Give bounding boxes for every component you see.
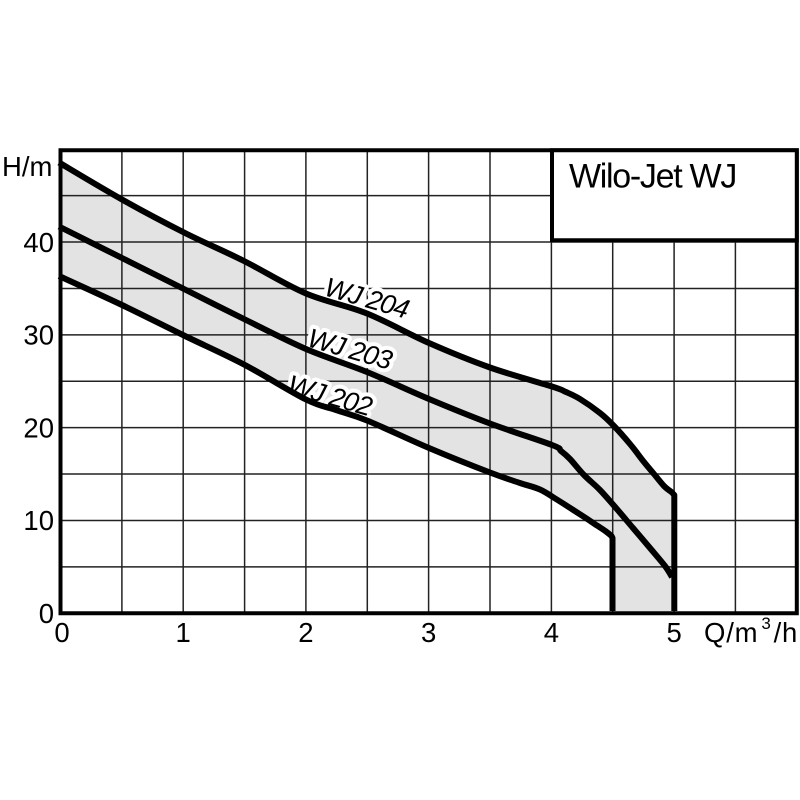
- svg-text:0: 0: [39, 598, 54, 629]
- svg-text:5: 5: [666, 617, 681, 648]
- svg-text:20: 20: [23, 412, 54, 443]
- svg-text:10: 10: [23, 505, 54, 536]
- svg-text:Wilo-Jet WJ: Wilo-Jet WJ: [569, 158, 736, 196]
- svg-text:Q/m3/h: Q/m 3/h: [704, 614, 798, 648]
- svg-text:40: 40: [23, 227, 54, 258]
- svg-text:H/m: H/m: [2, 151, 52, 182]
- svg-text:30: 30: [23, 320, 54, 351]
- svg-text:1: 1: [176, 617, 191, 648]
- svg-text:4: 4: [544, 617, 559, 648]
- svg-text:3: 3: [421, 617, 436, 648]
- svg-text:0: 0: [54, 617, 69, 648]
- svg-text:2: 2: [298, 617, 313, 648]
